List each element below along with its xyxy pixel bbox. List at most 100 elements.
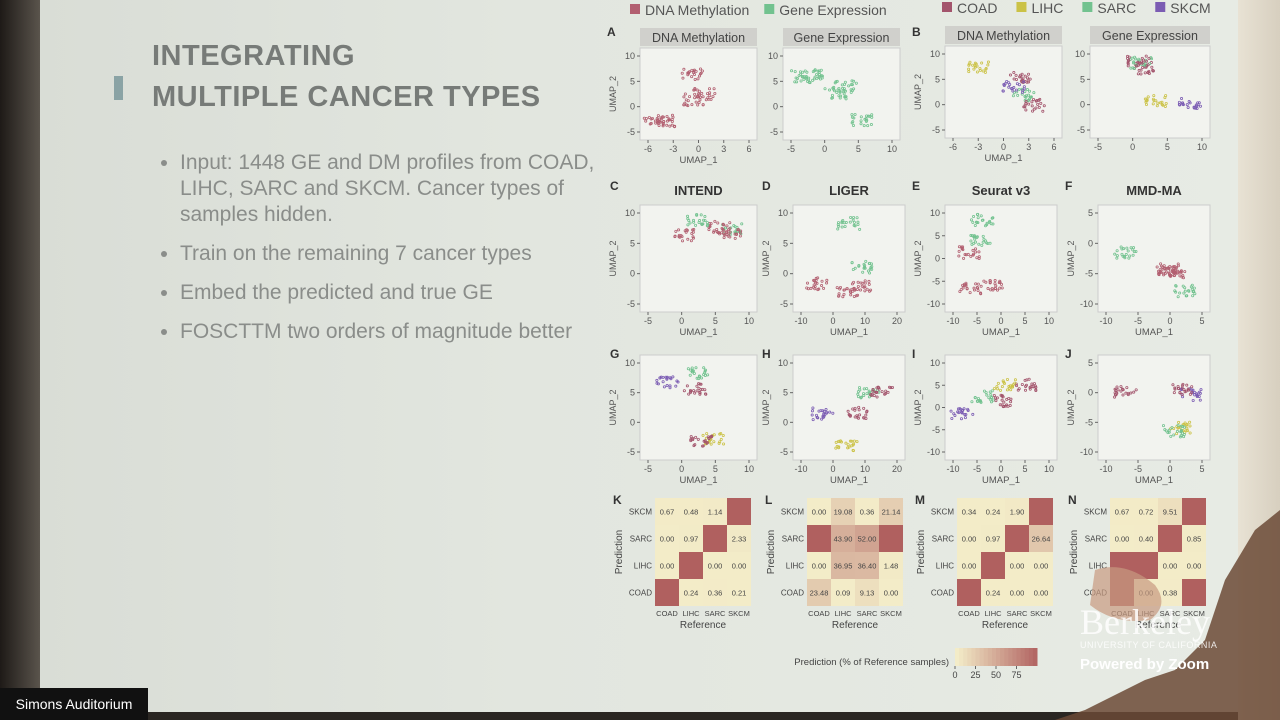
umap-point <box>1193 292 1197 296</box>
umap-point <box>1194 103 1198 107</box>
umap-point <box>671 115 675 119</box>
umap-point <box>994 399 998 403</box>
umap-point <box>855 287 859 291</box>
umap-point <box>859 281 863 285</box>
x-tick-label: -5 <box>973 464 981 474</box>
umap-point <box>1127 256 1131 260</box>
strip <box>783 28 900 46</box>
strip-label: DNA Methylation <box>652 31 745 45</box>
umap-point <box>1000 286 1004 290</box>
umap-point <box>818 77 822 81</box>
umap-point <box>697 101 701 105</box>
umap-point <box>851 448 855 452</box>
strip-label: Gene Expression <box>794 31 890 45</box>
umap-point <box>846 443 850 447</box>
umap-point <box>733 236 737 240</box>
umap-point <box>1022 85 1026 89</box>
umap-point <box>738 231 742 235</box>
umap-point <box>1188 431 1192 435</box>
heat-cell <box>727 579 751 606</box>
umap-point <box>689 439 693 443</box>
umap-point <box>1002 404 1006 408</box>
cell-value: 0.00 <box>660 535 675 544</box>
umap-point <box>1126 56 1130 60</box>
umap-point <box>1187 289 1191 293</box>
heat-cell <box>727 525 751 552</box>
umap-point <box>1158 270 1162 274</box>
axis-label: UMAP_2 <box>1066 389 1076 425</box>
umap-point <box>1132 250 1136 254</box>
heat-cell <box>1029 552 1053 579</box>
umap-point <box>998 403 1002 407</box>
umap-point <box>839 440 843 444</box>
umap-point <box>841 86 845 90</box>
row-label: SARC <box>782 535 804 544</box>
umap-point <box>1175 429 1179 433</box>
umap-point <box>852 215 856 219</box>
umap-point <box>728 221 732 225</box>
umap-point <box>851 218 855 222</box>
umap-point <box>689 435 693 439</box>
umap-point <box>701 433 705 437</box>
umap-point <box>1161 424 1165 428</box>
umap-point <box>698 98 702 102</box>
umap-point <box>813 75 817 79</box>
x-tick-label: -3 <box>974 142 982 152</box>
umap-point <box>697 386 701 390</box>
umap-point <box>1169 274 1173 278</box>
y-tick-label: 0 <box>783 269 788 279</box>
umap-point <box>876 385 880 389</box>
umap-point <box>1126 64 1130 68</box>
x-tick-label: 0 <box>1001 142 1006 152</box>
umap-point <box>712 230 716 234</box>
umap-point <box>705 221 709 225</box>
umap-point <box>736 228 740 232</box>
umap-point <box>713 92 717 96</box>
umap-point <box>1190 287 1194 291</box>
plot-panel <box>1097 204 1211 313</box>
x-tick-label: -6 <box>949 142 957 152</box>
umap-point <box>1011 89 1015 93</box>
umap-point <box>979 284 983 288</box>
colorbar-step <box>1008 648 1013 666</box>
umap-point <box>863 289 867 293</box>
umap-point <box>872 394 876 398</box>
umap-point <box>691 228 695 232</box>
umap-point <box>699 376 703 380</box>
umap-point <box>833 89 837 93</box>
umap-point <box>1170 426 1174 430</box>
y-tick-label: 0 <box>935 403 940 413</box>
umap-point <box>990 389 994 393</box>
umap-point <box>1005 397 1009 401</box>
colorbar-step <box>996 648 1001 666</box>
umap-point <box>850 79 854 83</box>
umap-point <box>705 441 709 445</box>
umap-point <box>692 372 696 376</box>
heat-cell <box>655 498 679 525</box>
umap-point <box>705 224 709 228</box>
umap-point <box>977 250 981 254</box>
umap-point <box>981 218 985 222</box>
heat-cell <box>807 498 831 525</box>
cell-value: 0.67 <box>660 508 675 517</box>
umap-point <box>825 411 829 415</box>
umap-point <box>859 115 863 119</box>
cell-value: 0.85 <box>1187 535 1202 544</box>
umap-point <box>852 220 856 224</box>
y-tick-label: -10 <box>1080 447 1093 457</box>
cell-value: 0.00 <box>1034 562 1049 571</box>
umap-point <box>817 73 821 77</box>
row-label: SKCM <box>629 508 652 517</box>
colorbar-step <box>979 648 985 666</box>
umap-point <box>968 291 972 295</box>
umap-point <box>706 373 710 377</box>
umap-point <box>661 380 665 384</box>
heat-cell <box>703 498 727 525</box>
umap-point <box>821 409 825 413</box>
umap-point <box>975 235 979 239</box>
x-tick-label: -5 <box>1094 142 1102 152</box>
umap-point <box>890 385 894 389</box>
umap-point <box>669 377 673 381</box>
umap-point <box>1185 294 1189 298</box>
umap-point <box>662 385 666 389</box>
